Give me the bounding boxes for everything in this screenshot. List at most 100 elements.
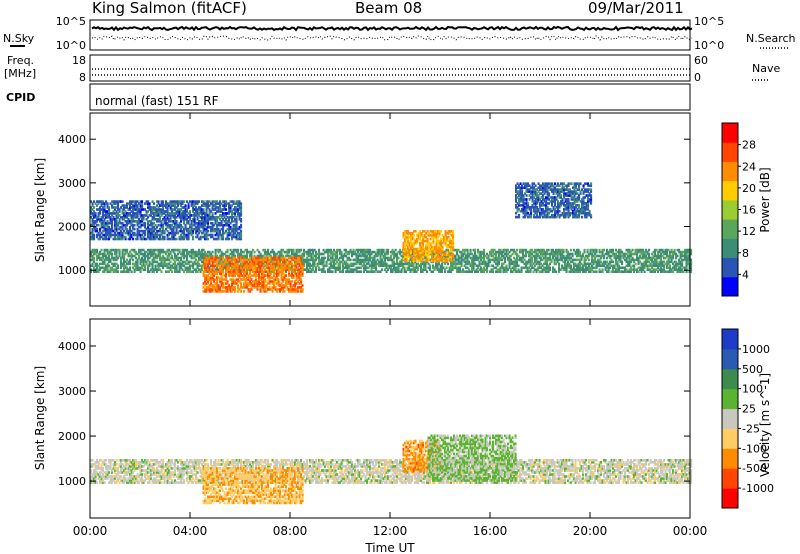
heatmap-cell xyxy=(153,206,156,209)
heatmap-cell xyxy=(162,208,165,211)
heatmap-cell xyxy=(154,260,157,264)
heatmap-cell xyxy=(394,270,397,273)
heatmap-cell xyxy=(280,252,283,256)
heatmap-cell xyxy=(567,250,570,254)
heatmap-cell xyxy=(397,262,400,266)
heatmap-cell xyxy=(684,248,687,252)
heatmap-cell xyxy=(198,258,201,262)
heatmap-cell xyxy=(676,264,679,268)
heatmap-cell xyxy=(100,200,103,203)
heatmap-cell xyxy=(196,260,199,264)
heatmap-cell xyxy=(627,254,630,258)
heatmap-cell xyxy=(357,254,360,258)
heatmap-cell xyxy=(195,252,198,256)
heatmap-cell xyxy=(615,254,618,258)
heatmap-cell xyxy=(495,252,498,256)
heatmap-cell xyxy=(490,270,493,273)
heatmap-cell xyxy=(673,250,676,254)
heatmap-cell xyxy=(549,266,552,270)
heatmap-cell xyxy=(223,262,226,266)
heatmap-cell xyxy=(583,262,586,266)
heatmap-cell xyxy=(223,260,226,264)
heatmap-cell xyxy=(504,260,507,264)
heatmap-cell xyxy=(219,268,222,271)
heatmap-cell xyxy=(220,233,223,237)
heatmap-cell xyxy=(510,248,513,252)
heatmap-cell xyxy=(261,276,264,279)
heatmap-cell xyxy=(181,229,184,233)
heatmap-cell xyxy=(166,216,169,219)
heatmap-cell xyxy=(165,227,168,231)
heatmap-cell xyxy=(166,218,169,221)
heatmap-cell xyxy=(576,254,579,258)
heatmap-cell xyxy=(591,266,594,270)
heatmap-cell xyxy=(400,258,403,262)
heatmap-cell xyxy=(565,268,568,271)
heatmap-cell xyxy=(528,270,531,273)
heatmap-cell xyxy=(433,268,436,271)
heatmap-cell xyxy=(133,268,136,271)
heatmap-cell xyxy=(220,284,223,287)
heatmap-cell xyxy=(346,268,349,271)
heatmap-cell xyxy=(576,266,579,270)
heatmap-cell xyxy=(211,208,214,211)
heatmap-cell xyxy=(190,229,193,233)
heatmap-cell xyxy=(682,270,685,273)
heatmap-cell xyxy=(588,252,591,256)
heatmap-cell xyxy=(205,216,208,219)
heatmap-cell xyxy=(387,264,390,268)
heatmap-cell xyxy=(204,250,207,254)
heatmap-cell xyxy=(300,260,303,264)
heatmap-cell xyxy=(237,286,240,289)
heatmap-cell xyxy=(274,282,277,285)
heatmap-cell xyxy=(129,266,132,270)
heatmap-cell xyxy=(127,229,130,233)
heatmap-cell xyxy=(162,227,165,231)
heatmap-cell xyxy=(160,237,163,241)
heatmap-cell xyxy=(214,200,217,203)
heatmap-cell xyxy=(441,268,444,271)
heatmap-cell xyxy=(382,264,385,268)
heatmap-cell xyxy=(616,254,619,258)
heatmap-cell xyxy=(441,270,444,273)
heatmap-cell xyxy=(676,270,679,273)
heatmap-cell xyxy=(229,208,232,211)
heatmap-cell xyxy=(195,254,198,258)
heatmap-cell xyxy=(99,210,102,213)
heatmap-cell xyxy=(192,208,195,211)
heatmap-cell xyxy=(109,227,112,231)
heatmap-cell xyxy=(666,270,669,273)
heatmap-cell xyxy=(208,204,211,207)
heatmap-cell xyxy=(109,268,112,271)
heatmap-cell xyxy=(99,227,102,231)
heatmap-cell xyxy=(205,220,208,223)
heatmap-cell xyxy=(211,235,214,239)
heatmap-cell xyxy=(283,262,286,266)
nsearch-tick-top: 10^5 xyxy=(694,15,724,28)
heatmap-cell xyxy=(108,250,111,254)
heatmap-cell xyxy=(583,256,586,260)
heatmap-cell xyxy=(325,248,328,252)
heatmap-cell xyxy=(183,252,186,256)
nsearch-tick-bottom: 10^0 xyxy=(694,39,724,52)
heatmap-cell xyxy=(544,262,547,266)
heatmap-cell xyxy=(220,290,223,293)
heatmap-cell xyxy=(436,266,439,270)
heatmap-cell xyxy=(514,260,517,264)
heatmap-cell xyxy=(325,260,328,264)
heatmap-cell xyxy=(157,210,160,213)
heatmap-cell xyxy=(631,258,634,262)
heatmap-cell xyxy=(253,258,256,262)
heatmap-cell xyxy=(519,248,522,252)
heatmap-cell xyxy=(690,258,693,262)
heatmap-cell xyxy=(249,262,252,266)
heatmap-cell xyxy=(652,264,655,268)
heatmap-cell xyxy=(226,248,229,252)
heatmap-cell xyxy=(181,260,184,264)
heatmap-cell xyxy=(222,254,225,258)
heatmap-cell xyxy=(270,258,273,262)
heatmap-cell xyxy=(193,254,196,258)
heatmap-cell xyxy=(579,258,582,262)
heatmap-cell xyxy=(201,200,204,203)
heatmap-cell xyxy=(486,262,489,266)
